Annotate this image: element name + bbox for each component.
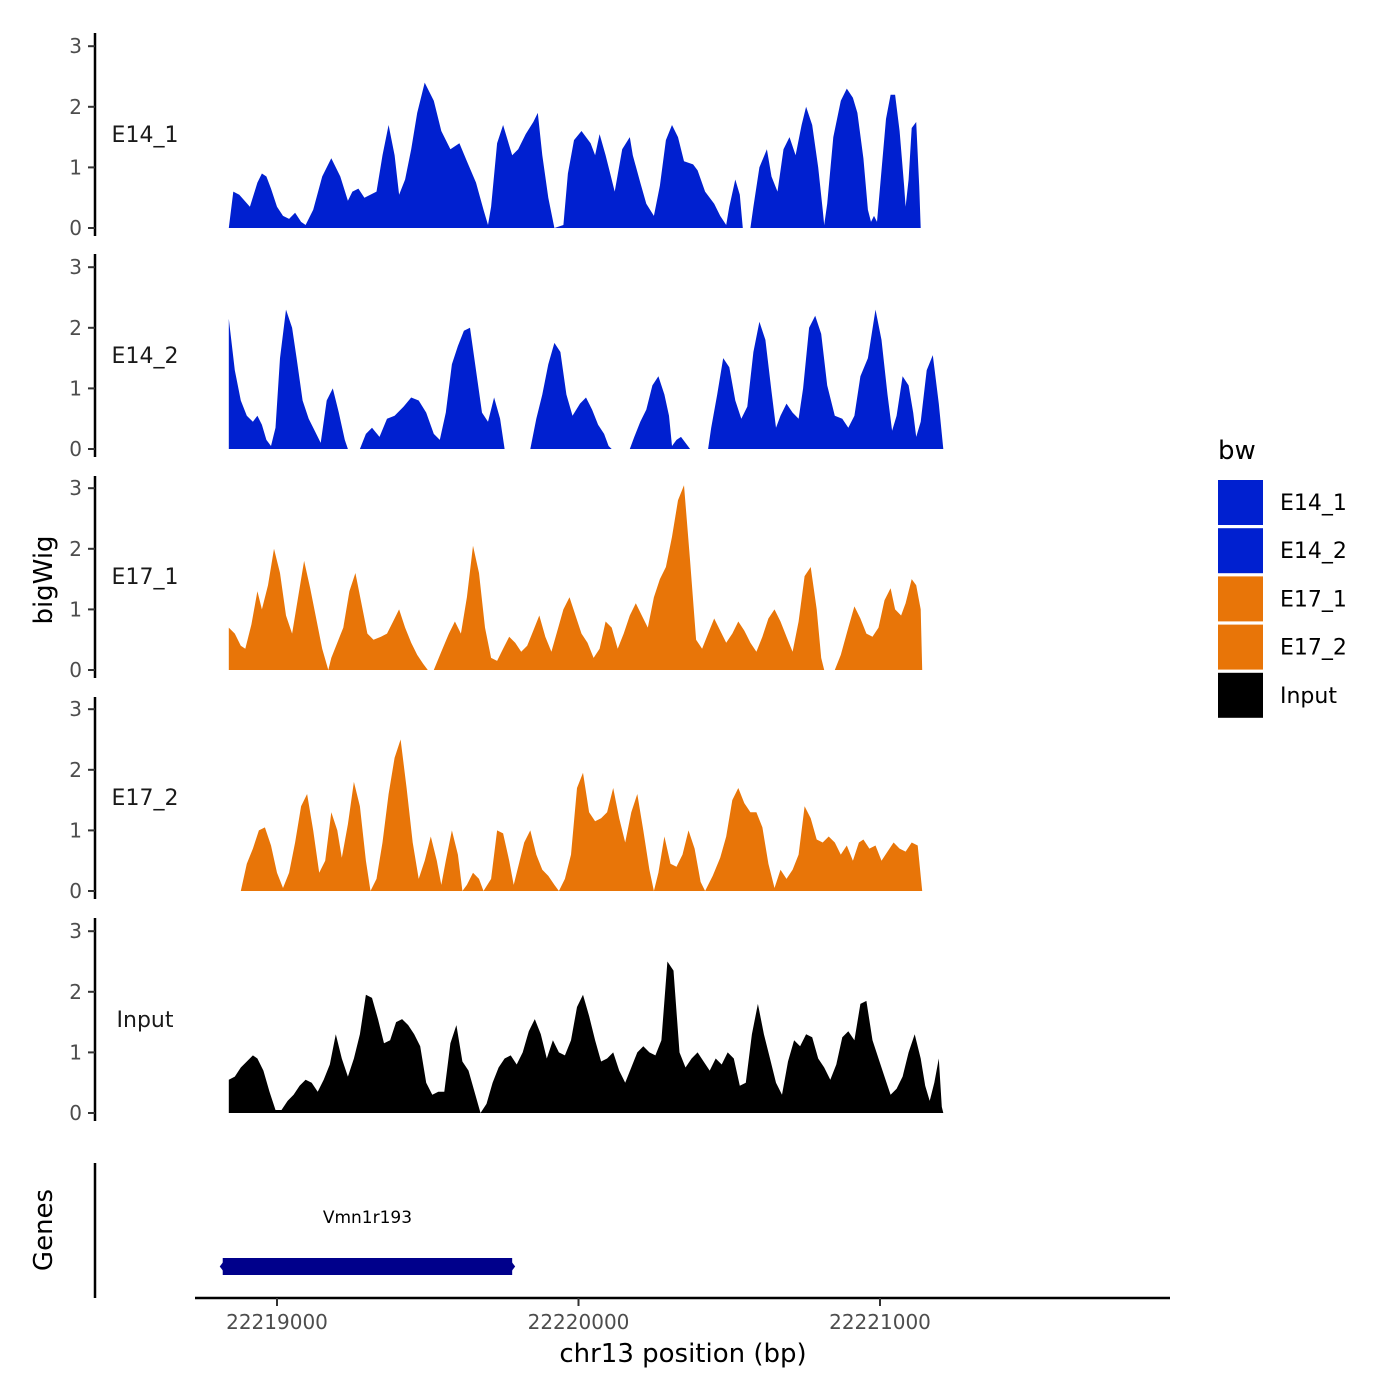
y-tick-label: 0 bbox=[69, 216, 82, 240]
y-tick-label: 3 bbox=[69, 697, 82, 721]
legend-swatch bbox=[1218, 480, 1263, 525]
y-tick-label: 1 bbox=[69, 376, 82, 400]
legend-label: E14_1 bbox=[1280, 491, 1347, 516]
y-tick-label: 2 bbox=[69, 980, 82, 1004]
y-tick-label: 2 bbox=[69, 758, 82, 782]
track-e17-1: 0 1 2 3 E17_1 bbox=[69, 476, 923, 682]
y-tick-label: 3 bbox=[69, 255, 82, 279]
x-tick-label: 22220000 bbox=[528, 1310, 630, 1334]
y-tick-label: 0 bbox=[69, 1101, 82, 1125]
gene-arrow-right bbox=[510, 1260, 516, 1273]
legend-item: Input bbox=[1218, 672, 1337, 718]
legend-item: E17_2 bbox=[1218, 624, 1347, 670]
genes-panel: Genes Vmn1r193 bbox=[29, 1163, 516, 1298]
y-tick-label: 0 bbox=[69, 879, 82, 903]
series-area-input bbox=[228, 961, 944, 1113]
y-tick-label: 0 bbox=[69, 437, 82, 461]
legend-item: E14_1 bbox=[1218, 480, 1347, 525]
y-tick-label: 1 bbox=[69, 597, 82, 621]
track-e17-2: 0 1 2 3 E17_2 bbox=[69, 697, 923, 903]
y-tick-label: 3 bbox=[69, 34, 82, 58]
y-tick-label: 2 bbox=[69, 95, 82, 119]
legend-swatch bbox=[1218, 672, 1263, 718]
track-label: E17_2 bbox=[112, 786, 179, 811]
series-area-e14-1 bbox=[228, 82, 921, 228]
track-label: Input bbox=[117, 1008, 174, 1033]
y-tick-label: 1 bbox=[69, 155, 82, 179]
x-axis-title: chr13 position (bp) bbox=[559, 1339, 806, 1369]
legend-item: E14_2 bbox=[1218, 528, 1347, 574]
legend-label: E17_1 bbox=[1280, 587, 1347, 612]
track-e14-1: 0 1 2 3 E14_1 bbox=[69, 33, 921, 240]
y-tick-label: 1 bbox=[69, 1040, 82, 1064]
legend-label: E17_2 bbox=[1280, 636, 1347, 661]
y-tick-label: 3 bbox=[69, 919, 82, 943]
series-area-e17-1 bbox=[228, 485, 923, 670]
legend-label: E14_2 bbox=[1280, 539, 1347, 564]
track-panels: 0 1 2 3 E14_1 0 1 2 3 E14_2 0 1 2 3 E17_1 0 1 2 3 E17_2 0 1 2 3… bbox=[69, 33, 944, 1125]
gene-arrow-left bbox=[219, 1260, 225, 1273]
legend: bw E14_1 E14_2 E17_1 E17_2 Input bbox=[1218, 436, 1347, 718]
series-area-e17-2 bbox=[240, 739, 923, 891]
series-area-e14-2 bbox=[228, 309, 944, 449]
genes-title: Genes bbox=[29, 1189, 59, 1271]
x-tick-label: 22219000 bbox=[226, 1310, 328, 1334]
track-label: E17_1 bbox=[112, 565, 179, 590]
legend-label: Input bbox=[1280, 684, 1337, 709]
y-tick-label: 0 bbox=[69, 658, 82, 682]
y-axis-title: bigWig bbox=[29, 535, 59, 624]
gene-body bbox=[222, 1258, 513, 1275]
legend-swatch bbox=[1218, 576, 1263, 622]
gene-label: Vmn1r193 bbox=[323, 1208, 412, 1228]
legend-item: E17_1 bbox=[1218, 576, 1347, 622]
track-input: 0 1 2 3 Input bbox=[69, 918, 944, 1125]
track-label: E14_1 bbox=[112, 123, 179, 148]
y-tick-label: 2 bbox=[69, 537, 82, 561]
x-axis: 22219000 22220000 22221000 bbox=[195, 1296, 1170, 1334]
legend-title: bw bbox=[1218, 436, 1256, 466]
legend-swatch bbox=[1218, 528, 1263, 574]
x-tick-label: 22221000 bbox=[829, 1310, 931, 1334]
track-label: E14_2 bbox=[112, 344, 179, 369]
legend-swatch bbox=[1218, 624, 1263, 670]
y-tick-label: 3 bbox=[69, 476, 82, 500]
track-e14-2: 0 1 2 3 E14_2 bbox=[69, 254, 944, 461]
y-tick-label: 1 bbox=[69, 818, 82, 842]
y-tick-label: 2 bbox=[69, 316, 82, 340]
